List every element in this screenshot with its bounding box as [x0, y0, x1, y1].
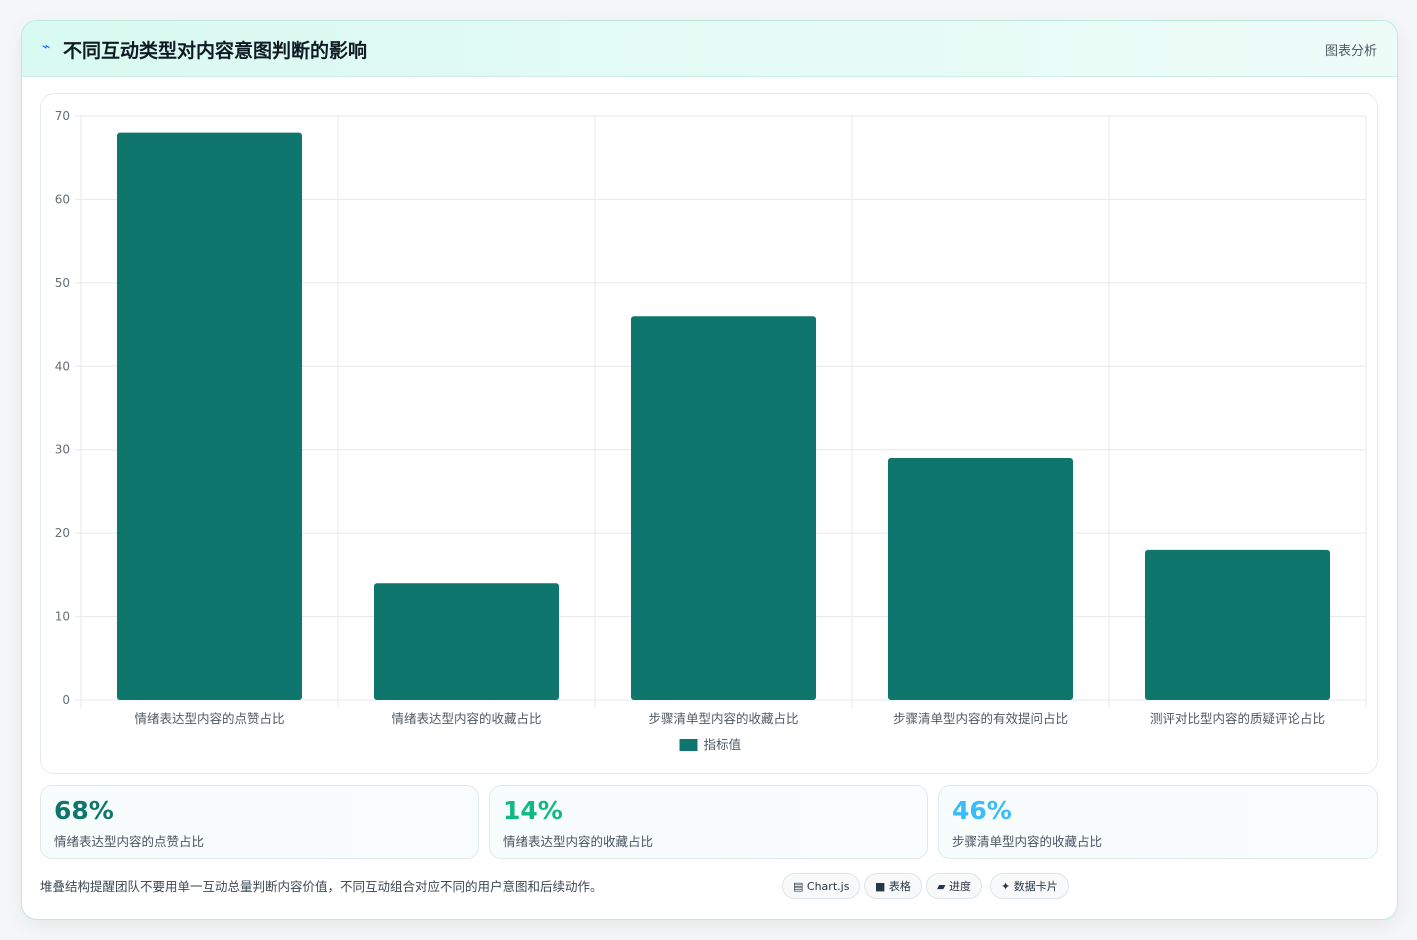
pill-label: 数据卡片: [1013, 880, 1058, 893]
y-tick-label: 50: [55, 276, 70, 290]
stat-label-2: 情绪表达型内容的收藏占比: [503, 834, 654, 849]
y-tick-label: 40: [55, 359, 70, 373]
y-tick-label: 20: [55, 526, 70, 540]
bar: [373, 583, 560, 700]
pill-progress[interactable]: ▰ 进度: [926, 873, 982, 899]
chart-container: 0 10 20 30 40 50 60 70 情绪表达型内容的点赞占比 情绪表达型内容的收藏占比 步…: [40, 93, 1378, 774]
sparkle-icon: ✦: [1001, 880, 1011, 893]
chart-note: 堆叠结构提醒团队不要用单一互动总量判断内容价值，不同互动组合对应不同的用户意图和…: [40, 879, 603, 894]
stat-card-1: 68% 情绪表达型内容的点赞占比: [40, 785, 479, 859]
y-tick-label: 30: [55, 443, 70, 457]
y-tick-label: 60: [55, 192, 70, 206]
stat-label-1: 情绪表达型内容的点赞占比: [54, 834, 205, 849]
x-tick-label: 步骤清单型内容的有效提问占比: [893, 711, 1068, 726]
pill-label: 进度: [948, 880, 971, 893]
stat-card-3: 46% 步骤清单型内容的收藏占比: [938, 785, 1378, 859]
pill-chartjs[interactable]: ▤ Chart.js: [782, 873, 861, 899]
y-tick-label: 10: [55, 610, 70, 624]
bar-chart: 0 10 20 30 40 50 60 70 情绪表达型内容的点赞占比 情绪表达型内容的收藏占比 步…: [55, 109, 1367, 752]
pill-label: Chart.js: [806, 880, 850, 893]
bar: [887, 458, 1074, 700]
table-icon: ■: [875, 880, 886, 893]
card-header: ⌁ 不同互动类型对内容意图判断的影响 图表分析: [22, 21, 1397, 77]
pill-label: 表格: [888, 880, 911, 893]
chart-analysis-tag[interactable]: 图表分析: [1324, 44, 1377, 59]
x-tick-label: 步骤清单型内容的收藏占比: [648, 711, 798, 726]
pill-table[interactable]: ■ 表格: [864, 873, 922, 899]
stat-card-2: 14% 情绪表达型内容的收藏占比: [489, 785, 928, 859]
bar: [1144, 549, 1331, 700]
x-tick-label: 测评对比型内容的质疑评论占比: [1150, 711, 1325, 726]
pill-data-card[interactable]: ✦ 数据卡片: [990, 873, 1069, 899]
chart-icon: ▤: [793, 880, 804, 893]
x-tick-label: 情绪表达型内容的点赞占比: [134, 711, 284, 726]
chart-card: ⌁ 不同互动类型对内容意图判断的影响 图表分析 0 10 20 30 40 50 60 70 情…: [21, 20, 1398, 920]
stat-label-3: 步骤清单型内容的收藏占比: [952, 834, 1103, 849]
y-tick-label: 0: [62, 693, 70, 707]
legend-label: 指标值: [704, 737, 742, 752]
stat-value-1: 68%: [54, 796, 114, 825]
stat-value-3: 46%: [952, 796, 1012, 825]
bar: [116, 132, 303, 700]
y-tick-label: 70: [55, 109, 70, 123]
bar: [630, 316, 817, 700]
x-tick-label: 情绪表达型内容的收藏占比: [391, 711, 541, 726]
activity-icon: ⌁: [42, 39, 51, 55]
progress-icon: ▰: [937, 880, 946, 893]
card-title: 不同互动类型对内容意图判断的影响: [63, 40, 368, 62]
stat-value-2: 14%: [503, 796, 563, 825]
legend-swatch: [679, 739, 698, 751]
